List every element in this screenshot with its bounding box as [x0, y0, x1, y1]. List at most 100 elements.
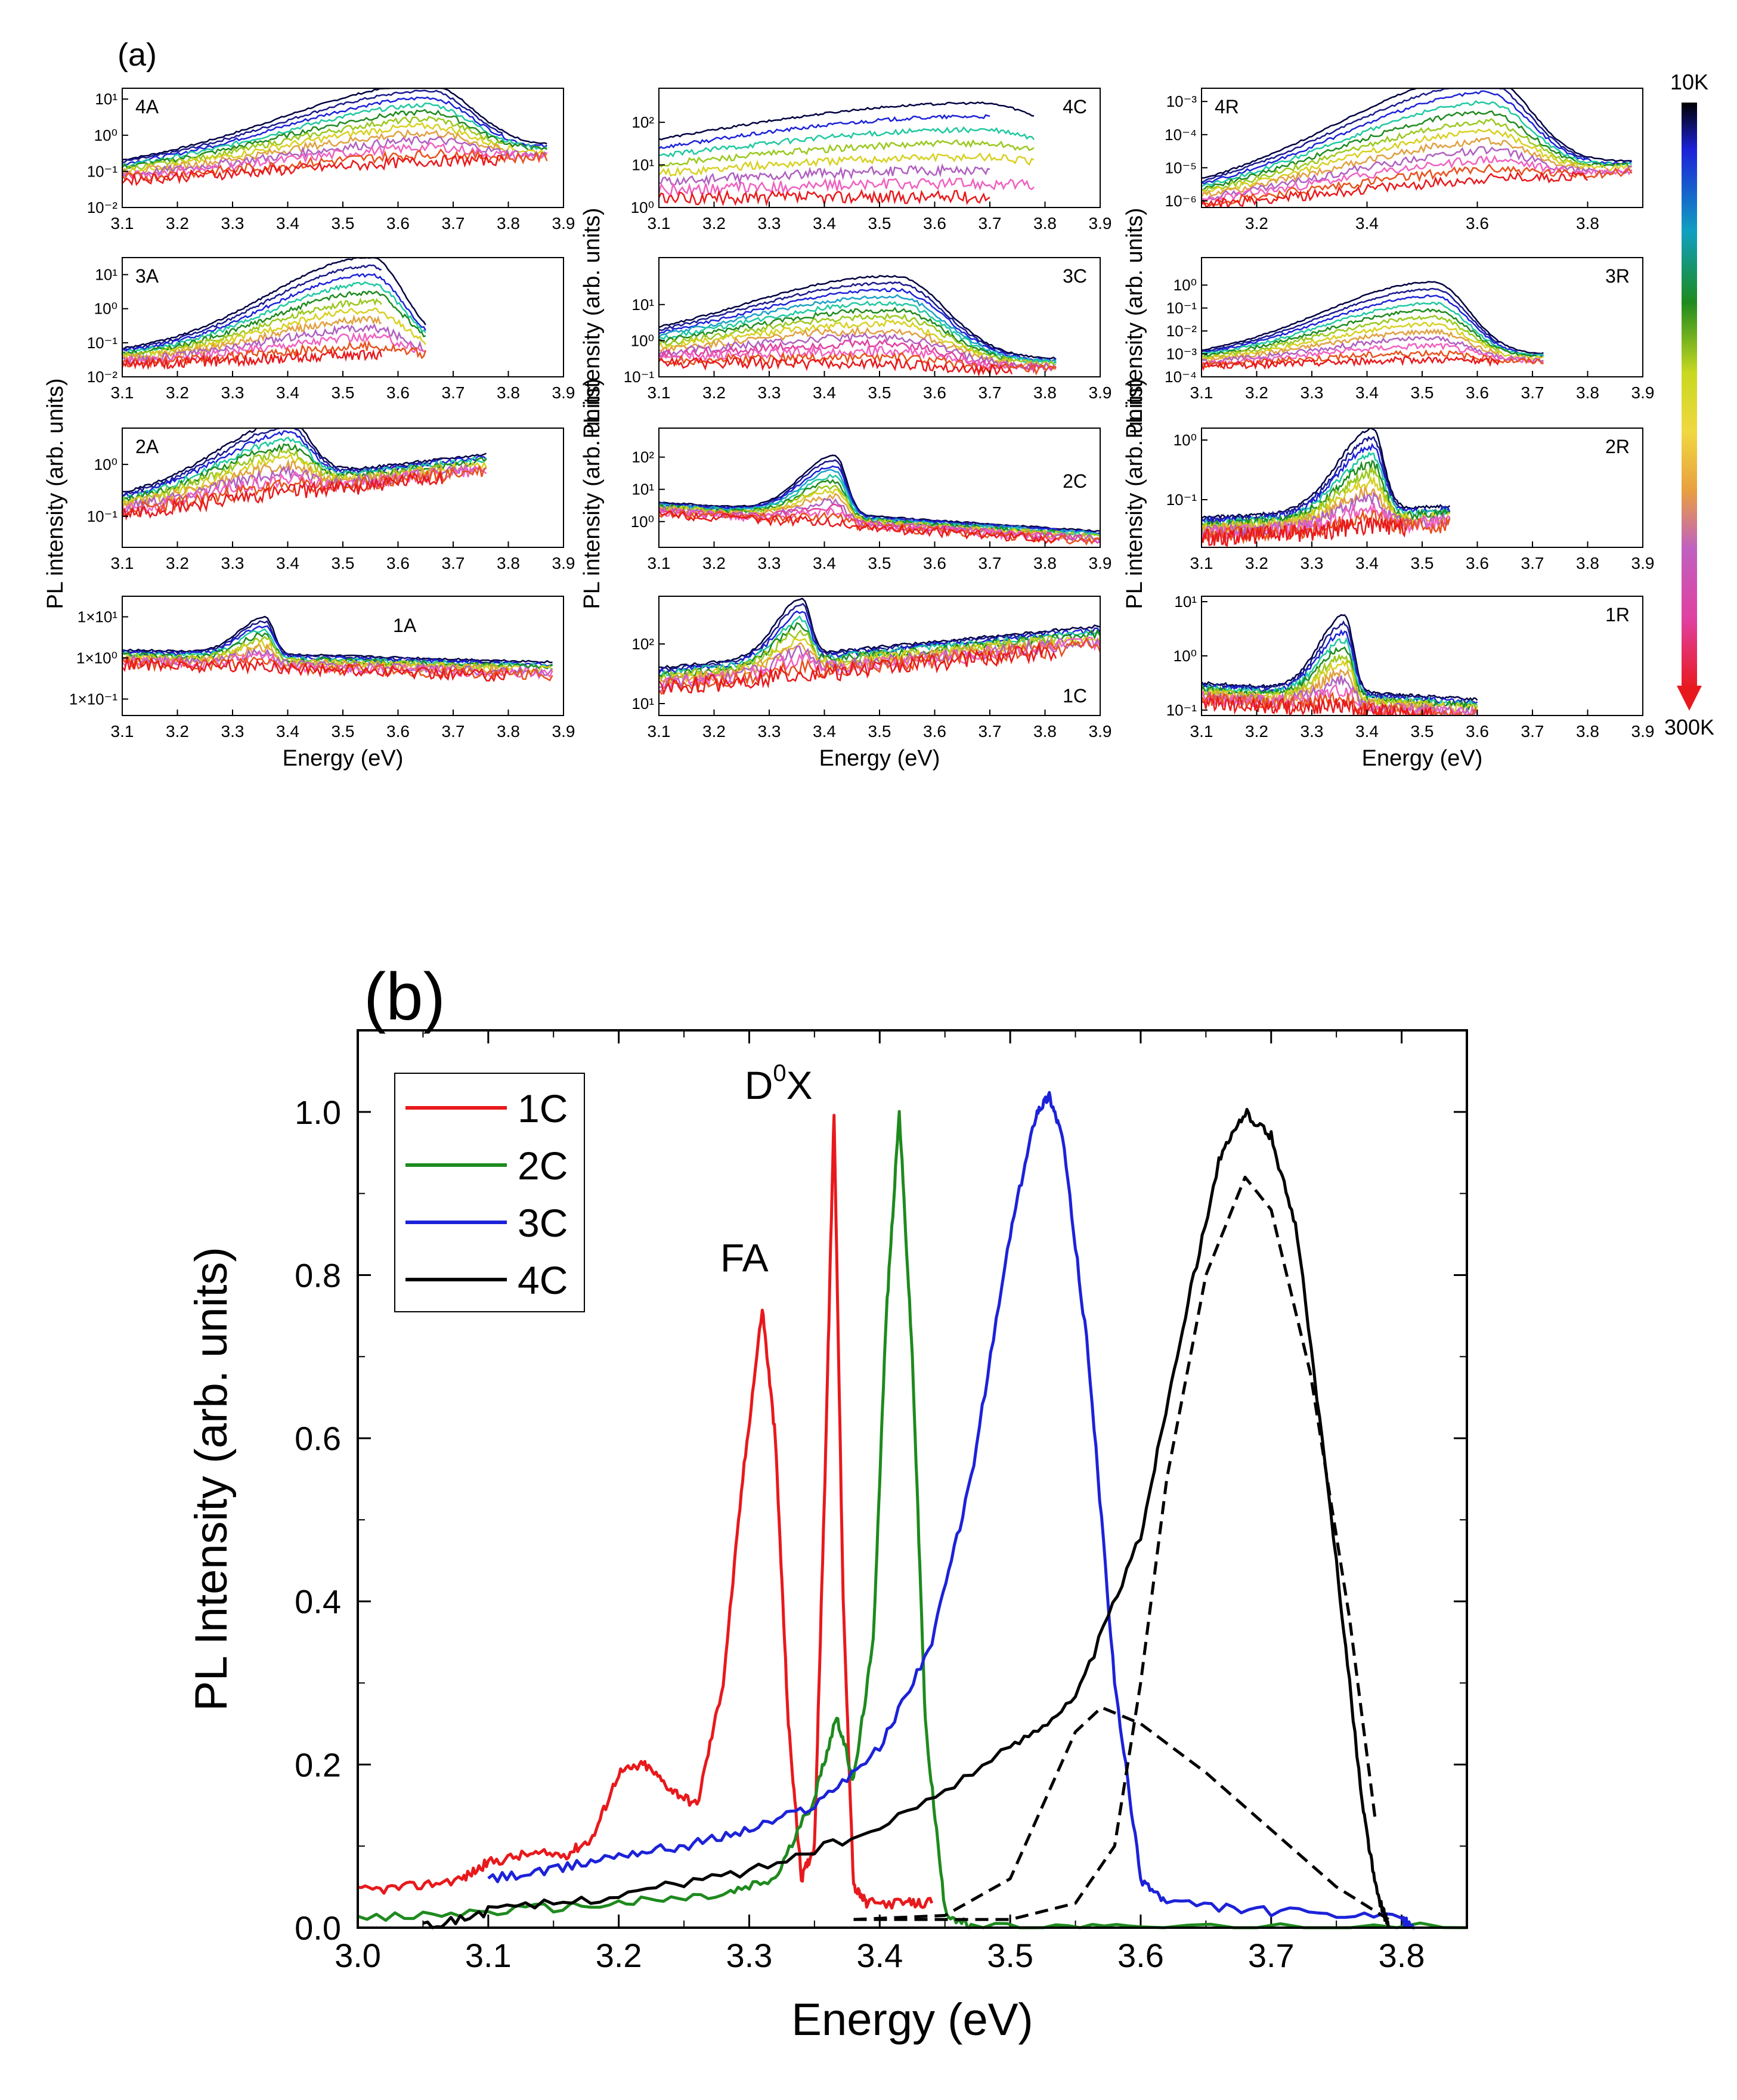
subplot-4A-ytick-label: 10⁻²: [87, 199, 118, 216]
b-legend-label-1C: 1C: [518, 1086, 568, 1130]
subplot-2R-series: [1202, 509, 1451, 545]
subplot-2R-xtick-label: 3.4: [1355, 554, 1379, 572]
panel-b-chart: 3.0 3.1 3.2 3.3 3.4 3.5 3.6 3.7 3.8 0.0 0.2 0.4 0.6 0…: [186, 1029, 1468, 2045]
subplot-4C-xtick-label: 3.5: [868, 214, 891, 233]
b-legend-label-3C: 3C: [518, 1201, 568, 1245]
panel-a-grid: 3.1 3.2 3.3 3.4 3.5 3.6 3.7 3.8 3.9 10⁻² 10⁻¹ 10⁰ 10…: [43, 88, 1654, 771]
subplot-3A-series: [122, 307, 426, 360]
subplot-3C-ytick-label: 10¹: [631, 296, 654, 314]
subplot-4R-ytick-label: 10⁻⁶: [1165, 192, 1197, 210]
subplot-3A-label: 3A: [135, 265, 159, 287]
subplot-2A-xtick-label: 3.4: [276, 554, 299, 572]
subplot-4A-series: [122, 141, 548, 181]
b-legend-label-2C: 2C: [518, 1144, 568, 1188]
subplot-3A-xtick-label: 3.2: [166, 383, 189, 402]
subplot-1C-xtick-label: 3.7: [979, 722, 1002, 741]
colorbar-bottom-label: 300K: [1664, 715, 1714, 739]
subplot-4A: 3.1 3.2 3.3 3.4 3.5 3.6 3.7 3.8 3.9 10⁻² 10⁻¹ 10⁰ 10…: [87, 88, 575, 233]
subplot-2A-xtick-label: 3.9: [552, 554, 575, 572]
subplot-1C-xtick-label: 3.6: [923, 722, 946, 741]
subplot-4A-series: [122, 88, 547, 161]
subplot-3A-ytick-label: 10¹: [95, 266, 117, 284]
subplot-1R-series: [1202, 691, 1478, 716]
subplot-1C-xtick-label: 3.4: [813, 722, 836, 741]
subplot-1C-series: [659, 636, 1057, 684]
subplot-2R-ylabel: PL intensity (arb. units): [1122, 378, 1147, 609]
subplot-1R-xtick-label: 3.4: [1355, 722, 1379, 741]
subplot-3C-series: [659, 338, 1057, 374]
subplot-3R-series: [1202, 294, 1544, 357]
subplot-4R-series: [1202, 88, 1589, 183]
panel-b-label: (b): [364, 959, 445, 1034]
subplot-3R-ytick-label: 10⁻¹: [1166, 299, 1197, 317]
subplot-3R-series: [1202, 355, 1500, 371]
subplot-1C: 3.1 3.2 3.3 3.4 3.5 3.6 3.7 3.8 3.9 10¹ 10² 1C Energ…: [631, 596, 1111, 771]
subplot-3C-ylabel: PL intensity (arb. units): [580, 207, 605, 438]
subplot-2R-series: [1202, 428, 1451, 520]
subplot-1C-curves: [659, 597, 1100, 696]
subplot-3C-series: [659, 281, 1013, 355]
subplot-3C-xtick-label: 3.7: [979, 383, 1002, 402]
subplot-3C-xtick-label: 3.8: [1033, 383, 1057, 402]
subplot-2C-ytick-label: 10²: [631, 448, 654, 466]
subplot-4C: 3.1 3.2 3.3 3.4 3.5 3.6 3.7 3.8 3.9 10⁰ 10¹ 10² 4C: [631, 88, 1112, 233]
subplot-2C-curves: [659, 454, 1100, 546]
subplot-4A-series: [122, 89, 503, 163]
subplot-2A-xtick-label: 3.8: [497, 554, 520, 572]
subplot-1C-xtick-label: 3.8: [1033, 722, 1057, 741]
subplot-2A-xtick-label: 3.6: [386, 554, 410, 572]
subplot-2R-xtick-label: 3.3: [1301, 554, 1324, 572]
subplot-4A-series: [122, 96, 548, 166]
subplot-4C-xtick-label: 3.2: [702, 214, 726, 233]
subplot-4R-xtick-label: 3.6: [1466, 214, 1489, 233]
subplot-2A-xtick-label: 3.2: [166, 554, 189, 572]
subplot-2C-series: [659, 488, 1057, 538]
b-xtick-label: 3.0: [335, 1937, 381, 1974]
subplot-1A-ytick-label: 1×10⁻¹: [69, 690, 117, 708]
subplot-4C-ytick-label: 10⁰: [631, 199, 654, 216]
subplot-4C-label: 4C: [1063, 96, 1087, 117]
subplot-2A-xtick-label: 3.7: [442, 554, 465, 572]
subplot-3A-series: [122, 314, 382, 362]
subplot-4A-xtick-label: 3.1: [111, 214, 134, 233]
subplot-4A-xtick-label: 3.4: [276, 214, 299, 233]
subplot-2R-xtick-label: 3.2: [1245, 554, 1268, 572]
subplot-3C-xtick-label: 3.3: [758, 383, 781, 402]
subplot-3R-xtick-label: 3.5: [1411, 383, 1434, 402]
subplot-3A: 3.1 3.2 3.3 3.4 3.5 3.6 3.7 3.8 3.9 10⁻² 10⁻¹ 10⁰ 10…: [87, 257, 575, 402]
subplot-2A-label: 2A: [135, 436, 159, 457]
subplot-2R-xtick-label: 3.8: [1576, 554, 1599, 572]
subplot-2A: 3.1 3.2 3.3 3.4 3.5 3.6 3.7 3.8 3.9 10⁻¹ 10⁰ 2A PL i…: [43, 378, 575, 609]
subplot-4A-xtick-label: 3.5: [332, 214, 355, 233]
subplot-3R-series: [1202, 281, 1544, 355]
b-legend: 1C 2C 3C 4C: [394, 1073, 585, 1312]
subplot-4R-frame: [1201, 88, 1643, 208]
subplot-2R-ytick-label: 10⁰: [1174, 431, 1197, 449]
subplot-1C-ytick-label: 10¹: [631, 695, 654, 713]
subplot-4A-label: 4A: [135, 96, 159, 117]
subplot-4C-series: [659, 114, 990, 150]
subplot-1R-curves: [1202, 614, 1478, 716]
subplot-1C-xtick-label: 3.3: [758, 722, 781, 741]
subplot-2A-ytick-label: 10⁰: [94, 456, 117, 473]
subplot-4R-series: [1202, 137, 1588, 198]
subplot-1A-series: [122, 640, 553, 674]
subplot-3A-xtick-label: 3.1: [111, 383, 134, 402]
subplot-4R-xtick-label: 3.4: [1355, 214, 1379, 233]
subplot-1A-xtick-label: 3.6: [386, 722, 410, 741]
subplot-3A-ytick-label: 10⁻¹: [87, 334, 118, 352]
subplot-3R-xtick-label: 3.3: [1301, 383, 1324, 402]
subplot-1R-series: [1202, 620, 1433, 702]
subplot-3A-series: [122, 348, 382, 370]
subplot-3C-xtick-label: 3.5: [868, 383, 891, 402]
subplot-3C-series: [659, 287, 1057, 363]
subplot-4C-xtick-label: 3.9: [1089, 214, 1112, 233]
subplot-4C-xtick-label: 3.7: [979, 214, 1002, 233]
subplot-4C-ytick-label: 10²: [631, 113, 654, 131]
b-ytick-label: 0.6: [295, 1420, 341, 1457]
subplot-3R-series: [1202, 328, 1500, 364]
b-ytick-label: 0.2: [295, 1746, 341, 1783]
subplot-1R-xtick-label: 3.7: [1521, 722, 1544, 741]
subplot-2R-curves: [1202, 428, 1451, 547]
